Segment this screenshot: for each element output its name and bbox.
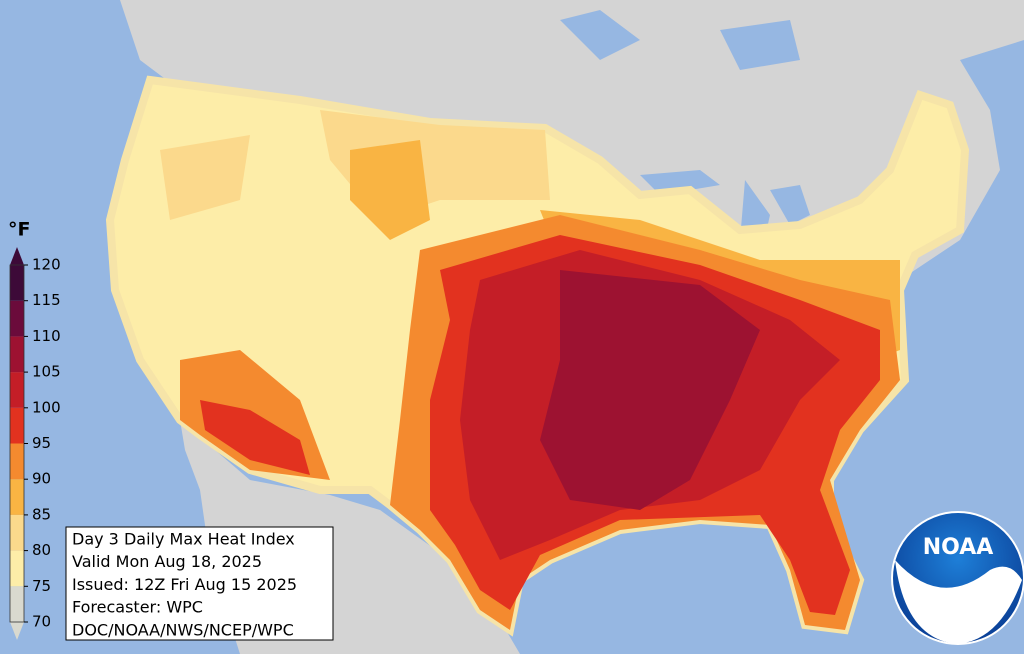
- colorbar-tick-label: 70: [32, 613, 51, 631]
- colorbar-segment: [10, 586, 24, 622]
- colorbar-tick-label: 85: [32, 505, 51, 523]
- colorbar-tick-label: 80: [32, 541, 51, 559]
- noaa-text: NOAA: [923, 535, 994, 560]
- colorbar-tick-label: 100: [32, 398, 61, 416]
- colorbar-segment: [10, 514, 24, 551]
- info-line: Valid Mon Aug 18, 2025: [72, 552, 262, 571]
- colorbar-arrow-top: [10, 247, 24, 265]
- colorbar-segment: [10, 479, 24, 515]
- colorbar-segment: [10, 300, 24, 337]
- info-box: [65, 526, 334, 641]
- colorbar-tick-label: 90: [32, 470, 51, 488]
- colorbar-tick-label: 75: [32, 577, 51, 595]
- info-line: Issued: 12Z Fri Aug 15 2025: [72, 575, 297, 594]
- colorbar-segment: [10, 265, 24, 301]
- colorbar-tick-label: 115: [32, 291, 61, 309]
- info-line: Forecaster: WPC: [72, 598, 203, 617]
- colorbar-segment: [10, 372, 24, 408]
- colorbar-segment: [10, 336, 24, 373]
- colorbar-tick-label: 95: [32, 434, 51, 452]
- colorbar-arrow-bottom: [10, 622, 24, 640]
- info-lines: Day 3 Daily Max Heat Index Valid Mon Aug …: [72, 530, 297, 640]
- colorbar: 70 75 80 85 90 95 100 105 110 115 120: [9, 247, 61, 640]
- colorbar-tick-label: 105: [32, 363, 61, 381]
- colorbar-segment: [10, 443, 24, 480]
- zone-105: [540, 270, 760, 510]
- legend-unit: °F: [8, 219, 30, 241]
- lakes: [560, 10, 905, 262]
- noaa-wave: [895, 560, 1022, 644]
- info-line: Day 3 Daily Max Heat Index: [72, 530, 295, 549]
- info-line: DOC/NOAA/NWS/NCEP/WPC: [72, 620, 294, 639]
- colorbar-tick-label: 110: [32, 327, 61, 345]
- colorbar-segment: [10, 407, 24, 444]
- colorbar-segment: [10, 550, 24, 587]
- colorbar-tick-label: 120: [32, 256, 61, 274]
